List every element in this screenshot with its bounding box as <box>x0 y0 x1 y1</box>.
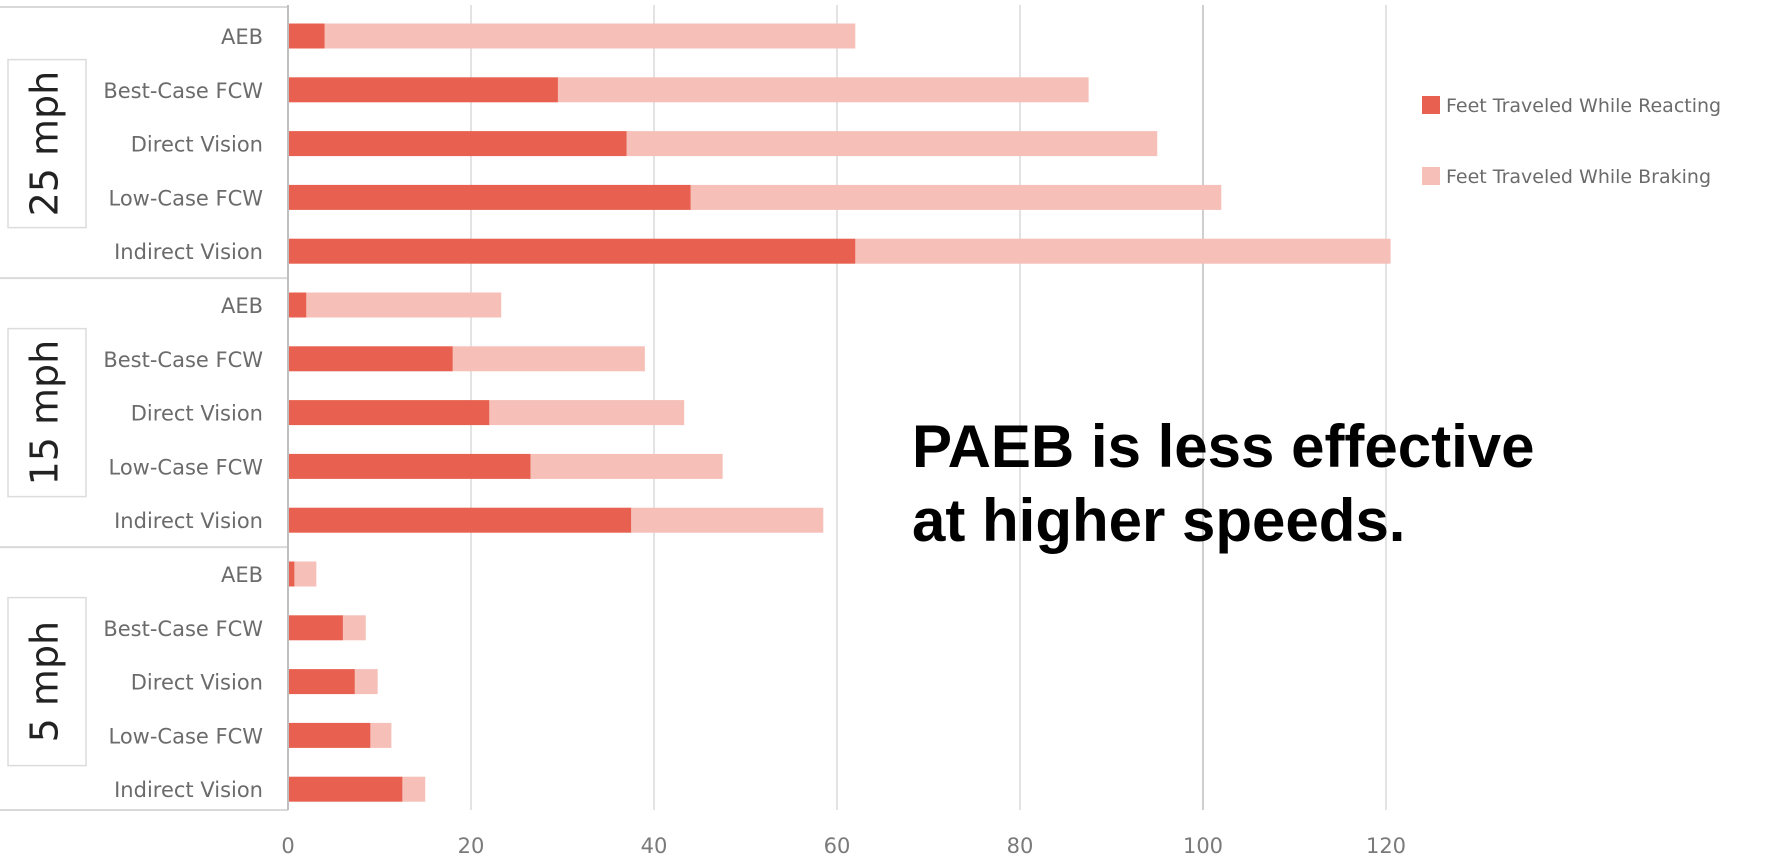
category-label: Low-Case FCW <box>108 455 263 479</box>
category-label: AEB <box>221 25 263 49</box>
x-tick-label: 100 <box>1183 834 1223 858</box>
annotation-line-1: PAEB is less effective <box>912 413 1535 480</box>
x-tick-label: 60 <box>824 834 851 858</box>
category-label: Indirect Vision <box>114 778 263 802</box>
x-tick-label: 120 <box>1366 834 1406 858</box>
bar-reacting <box>288 507 632 533</box>
bar-reacting <box>288 77 558 103</box>
group-label-box <box>7 327 87 498</box>
group-label: 5 mph <box>23 621 67 742</box>
bar-reacting <box>288 131 627 157</box>
bar-reacting <box>288 776 403 802</box>
x-tick-label: 40 <box>641 834 668 858</box>
bar-braking <box>489 400 685 426</box>
bar-braking <box>855 238 1391 264</box>
bar-braking <box>370 722 392 748</box>
bar-reacting <box>288 238 856 264</box>
bar-braking <box>452 346 645 372</box>
bar-braking <box>324 23 856 49</box>
category-label: Direct Vision <box>131 671 263 695</box>
bar-reacting <box>288 346 453 372</box>
bar-reacting <box>288 669 355 695</box>
bar-braking <box>557 77 1089 103</box>
legend-label: Feet Traveled While Braking <box>1446 166 1711 188</box>
annotation-line-2: at higher speeds. <box>912 487 1406 554</box>
bar-reacting <box>288 561 295 587</box>
bar-reacting <box>288 292 307 318</box>
category-label: Indirect Vision <box>114 509 263 533</box>
category-label: Best-Case FCW <box>103 617 263 641</box>
bar-reacting <box>288 184 691 210</box>
category-label: Best-Case FCW <box>103 79 263 103</box>
category-label: Low-Case FCW <box>108 186 263 210</box>
x-tick-label: 80 <box>1007 834 1034 858</box>
bar-braking <box>690 184 1222 210</box>
bar-braking <box>306 292 502 318</box>
category-label: Indirect Vision <box>114 240 263 264</box>
bar-braking <box>294 561 317 587</box>
group-label-box <box>7 596 87 767</box>
category-label: Best-Case FCW <box>103 348 263 372</box>
category-label: AEB <box>221 563 263 587</box>
bar-braking <box>402 776 426 802</box>
bar-reacting <box>288 615 343 641</box>
bar-braking <box>530 453 723 479</box>
annotation-text: PAEB is less effective at higher speeds. <box>912 410 1535 558</box>
group-label-box <box>7 58 87 229</box>
legend-swatch <box>1422 96 1440 114</box>
bar-reacting <box>288 453 531 479</box>
legend-swatch <box>1422 167 1440 185</box>
legend-label: Feet Traveled While Reacting <box>1446 95 1721 117</box>
x-tick-label: 0 <box>281 834 294 858</box>
bar-braking <box>626 131 1158 157</box>
bar-braking <box>354 669 378 695</box>
bar-reacting <box>288 400 490 426</box>
group-label: 15 mph <box>23 340 67 486</box>
bar-reacting <box>288 722 371 748</box>
bar-braking <box>342 615 366 641</box>
bar-reacting <box>288 23 325 49</box>
category-label: Direct Vision <box>131 133 263 157</box>
category-label: AEB <box>221 294 263 318</box>
category-label: Direct Vision <box>131 402 263 426</box>
x-tick-label: 20 <box>458 834 485 858</box>
bar-braking <box>631 507 824 533</box>
group-label: 25 mph <box>23 71 67 217</box>
category-label: Low-Case FCW <box>108 724 263 748</box>
